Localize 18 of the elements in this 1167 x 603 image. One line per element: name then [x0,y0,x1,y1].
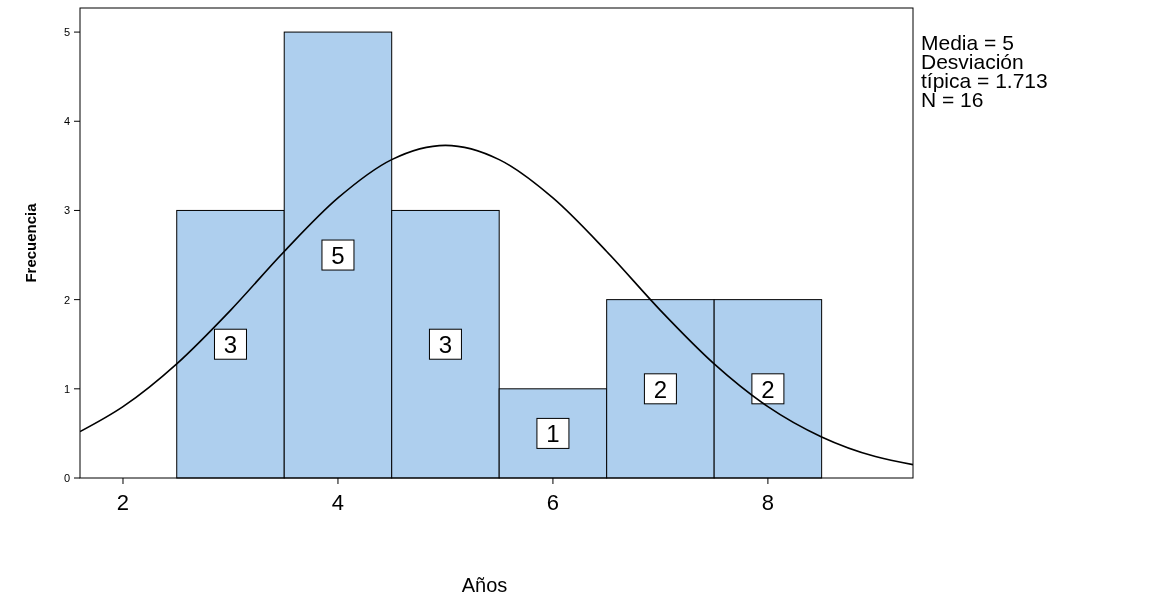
data-label: 3 [438,331,453,359]
data-label: 2 [761,375,775,403]
data-label: 5 [331,242,345,270]
data-label: 2 [653,375,668,403]
y-tick-label: 2 [63,293,70,306]
y-tick-label: 0 [63,472,70,484]
x-tick-label: 6 [546,490,560,515]
y-tick-label: 3 [63,204,70,217]
data-label: 3 [223,331,238,359]
x-tick-label: 2 [116,490,130,515]
x-axis-title: Años [461,574,508,596]
x-tick-label: 8 [761,490,775,515]
y-tick-label: 4 [63,115,70,128]
y-axis-title: Frecuencia [22,202,39,283]
y-tick-label: 5 [63,26,70,39]
y-tick-label: 1 [63,382,70,395]
x-tick-label: 4 [331,490,345,515]
data-label: 1 [546,420,560,448]
